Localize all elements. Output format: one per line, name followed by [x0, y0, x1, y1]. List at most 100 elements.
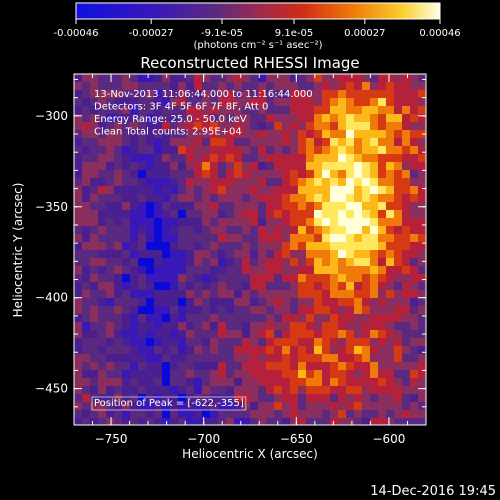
heatmap-cell	[138, 298, 147, 307]
heatmap-cell	[410, 82, 419, 91]
heatmap-cell	[114, 218, 123, 227]
heatmap-cell	[338, 74, 347, 83]
heatmap-cell	[146, 82, 155, 91]
heatmap-cell	[330, 74, 339, 83]
heatmap-cell	[82, 354, 91, 363]
heatmap-cell	[362, 98, 371, 107]
heatmap-cell	[282, 82, 291, 91]
heatmap-cell	[202, 90, 211, 99]
heatmap-cell	[314, 146, 323, 155]
heatmap-cell	[290, 354, 299, 363]
heatmap-cell	[386, 202, 395, 211]
heatmap-cell	[130, 218, 139, 227]
heatmap-cell	[162, 122, 171, 131]
heatmap-cell	[170, 314, 179, 323]
heatmap-cell	[338, 402, 347, 411]
heatmap-cell	[82, 170, 91, 179]
heatmap-cell	[202, 386, 211, 395]
heatmap-cell	[266, 226, 275, 235]
heatmap-cell	[346, 146, 355, 155]
heatmap-cell	[186, 274, 195, 283]
heatmap-cell	[306, 346, 315, 355]
heatmap-cell	[250, 98, 259, 107]
heatmap-cell	[322, 170, 331, 179]
heatmap-cell	[162, 306, 171, 315]
heatmap-cell	[354, 370, 363, 379]
heatmap-cell	[386, 186, 395, 195]
heatmap-cell	[90, 74, 99, 83]
heatmap-cell	[410, 330, 419, 339]
heatmap-cell	[186, 330, 195, 339]
heatmap-cell	[274, 330, 283, 339]
heatmap-cell	[194, 266, 203, 275]
heatmap-cell	[178, 122, 187, 131]
heatmap-cell	[90, 106, 99, 115]
heatmap-cell	[82, 98, 91, 107]
heatmap-cell	[410, 226, 419, 235]
heatmap-cell	[298, 114, 307, 123]
heatmap-cell	[154, 234, 163, 243]
heatmap-cell	[362, 322, 371, 331]
heatmap-cell	[298, 122, 307, 131]
heatmap-cell	[410, 162, 419, 171]
heatmap-cell	[314, 354, 323, 363]
heatmap-cell	[82, 194, 91, 203]
heatmap-cell	[218, 210, 227, 219]
heatmap-cell	[162, 386, 171, 395]
heatmap-cell	[162, 354, 171, 363]
heatmap-cell	[114, 202, 123, 211]
heatmap-cell	[82, 314, 91, 323]
heatmap-cell	[210, 218, 219, 227]
heatmap-cell	[186, 234, 195, 243]
heatmap-cell	[122, 330, 131, 339]
heatmap-cell	[418, 98, 426, 107]
heatmap-cell	[106, 194, 115, 203]
heatmap-cell	[282, 338, 291, 347]
heatmap-cell	[338, 154, 347, 163]
heatmap-cell	[346, 186, 355, 195]
heatmap-cell	[234, 250, 243, 259]
heatmap-cell	[394, 386, 403, 395]
heatmap-cell	[378, 314, 387, 323]
heatmap-cell	[154, 242, 163, 251]
heatmap-cell	[330, 138, 339, 147]
heatmap-cell	[114, 194, 123, 203]
heatmap-cell	[122, 98, 131, 107]
heatmap-cell	[370, 218, 379, 227]
heatmap-cell	[90, 370, 99, 379]
heatmap-cell	[106, 386, 115, 395]
heatmap-cell	[394, 346, 403, 355]
heatmap-cell	[130, 130, 139, 139]
heatmap-cell	[114, 242, 123, 251]
heatmap-cell	[138, 74, 147, 83]
heatmap-cell	[362, 346, 371, 355]
heatmap-cell	[210, 394, 219, 403]
heatmap-cell	[258, 298, 267, 307]
heatmap-cell	[122, 122, 131, 131]
heatmap-cell	[362, 290, 371, 299]
heatmap-cell	[90, 322, 99, 331]
heatmap-cell	[130, 258, 139, 267]
heatmap-cell	[322, 306, 331, 315]
heatmap-cell	[410, 90, 419, 99]
heatmap-cell	[266, 170, 275, 179]
heatmap-cell	[314, 338, 323, 347]
heatmap-cell	[98, 194, 107, 203]
heatmap-cell	[298, 346, 307, 355]
heatmap-cell	[322, 354, 331, 363]
heatmap-cell	[90, 410, 99, 419]
heatmap-cell	[154, 122, 163, 131]
heatmap-cell	[410, 202, 419, 211]
heatmap-cell	[306, 138, 315, 147]
heatmap-cell	[386, 82, 395, 91]
heatmap-cell	[154, 298, 163, 307]
heatmap-cell	[250, 178, 259, 187]
heatmap-cell	[122, 394, 131, 403]
heatmap-cell	[322, 258, 331, 267]
heatmap-cell	[178, 362, 187, 371]
heatmap-cell	[306, 122, 315, 131]
heatmap-cell	[162, 338, 171, 347]
heatmap-cell	[258, 386, 267, 395]
heatmap-cell	[330, 314, 339, 323]
heatmap-cell	[362, 138, 371, 147]
